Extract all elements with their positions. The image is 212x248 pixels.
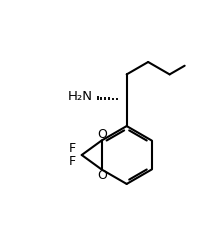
Text: O: O <box>98 128 107 141</box>
Text: F: F <box>69 142 76 155</box>
Text: O: O <box>98 169 107 182</box>
Text: H₂N: H₂N <box>68 90 93 103</box>
Text: F: F <box>69 155 76 168</box>
